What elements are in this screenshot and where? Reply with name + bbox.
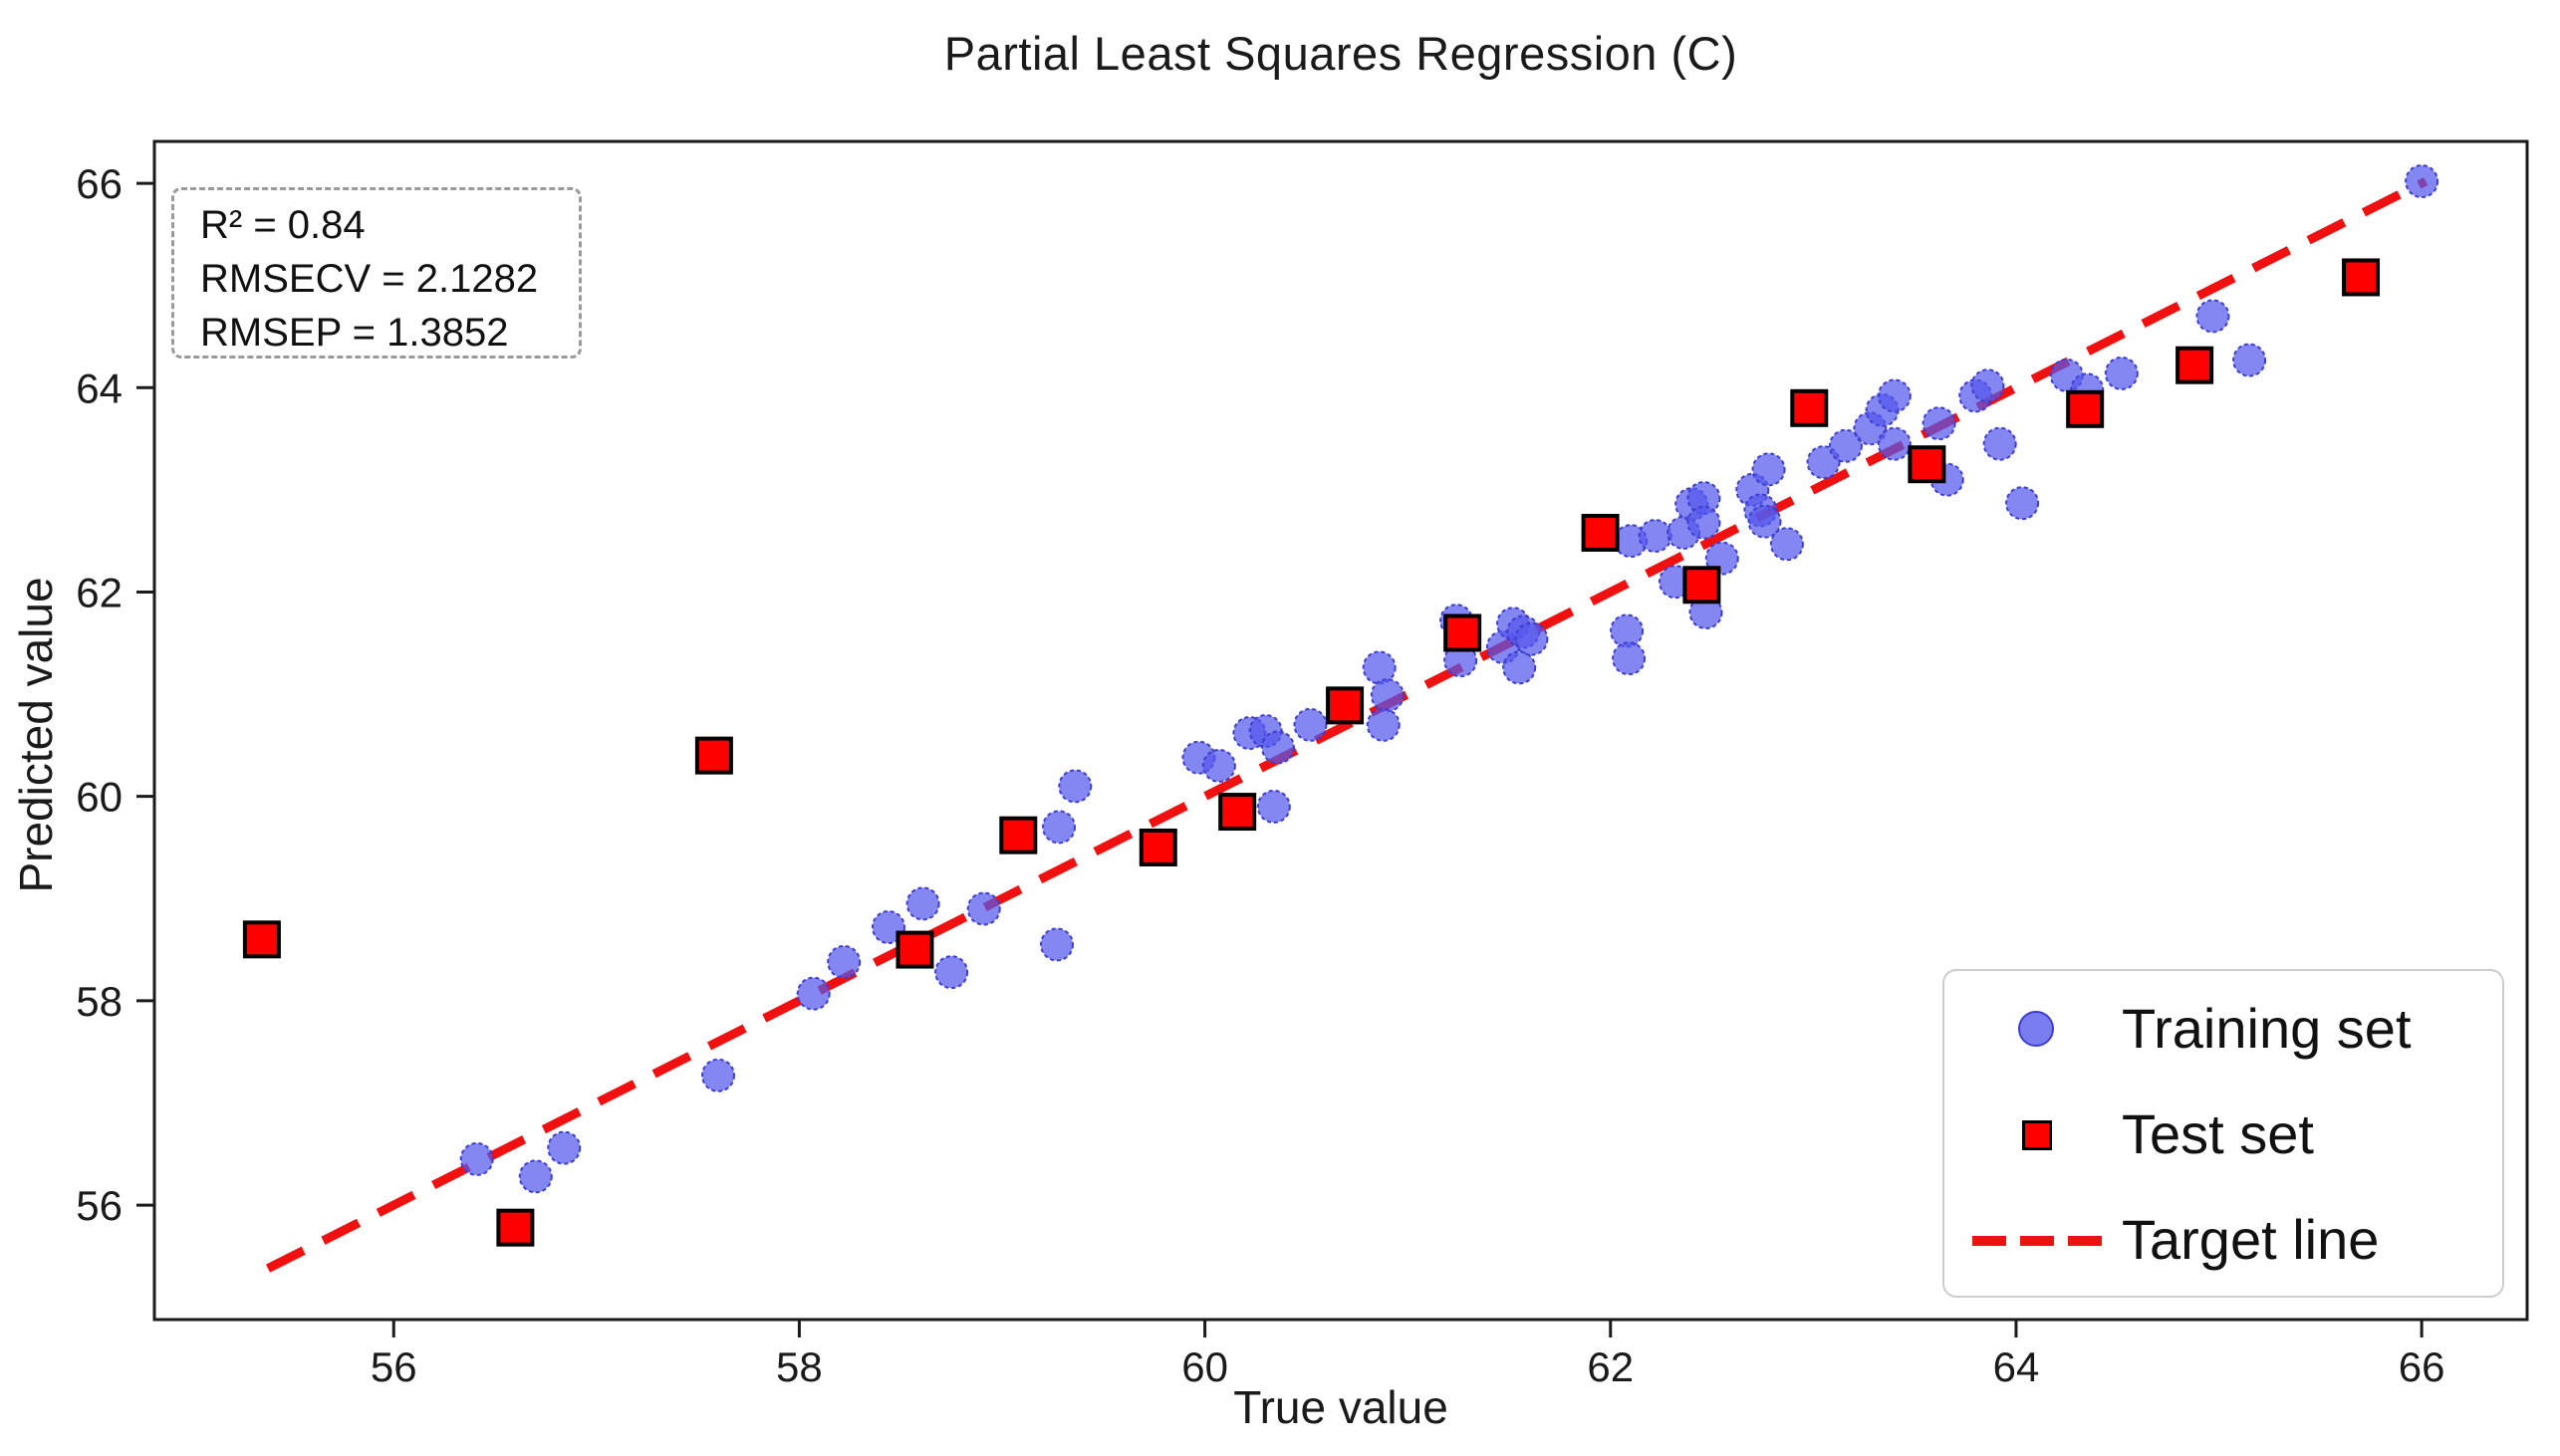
stat-r-squared: R² = 0.84 [200,203,366,247]
chart-title: Partial Least Squares Regression (C) [943,27,1738,80]
training-point [1638,519,1672,554]
training-point [1747,504,1782,539]
training-point [2005,486,2040,521]
stats-box: R² = 0.84 RMSECV = 2.1282 RMSEP = 1.3852 [171,187,582,359]
training-point [518,1159,553,1194]
training-point [2405,164,2439,199]
target-line-marker-icon [1962,1190,2112,1290]
test-point [1443,613,1482,652]
test-point [2066,389,2105,428]
test-point [1218,793,1257,832]
training-point [1806,445,1841,480]
training-point [1686,505,1721,540]
training-point [796,976,831,1011]
training-point [1502,650,1537,685]
test-point [1908,445,1946,484]
training-point [827,944,862,979]
training-point [905,886,940,921]
training-point [1201,748,1236,783]
legend: Training set Test set Target line [1942,969,2504,1298]
x-tick-label: 58 [776,1343,823,1390]
legend-entry-training-set: Training set [1944,979,2502,1079]
training-point [1828,428,1863,463]
test-point [2176,346,2214,384]
training-point [700,1058,735,1092]
test-point [896,930,934,969]
test-point [1139,828,1177,866]
y-axis-label: Predicted value [10,577,62,893]
stat-rmsep: RMSEP = 1.3852 [200,311,509,355]
training-point [1970,368,2005,403]
test-point [694,736,733,775]
training-point [547,1130,582,1165]
training-point [1260,730,1295,765]
test-point [242,920,281,959]
training-point [1982,426,2017,461]
x-tick-label: 62 [1587,1343,1634,1390]
training-point [1256,789,1291,824]
training-point [1877,378,1912,413]
blue-circle-icon [2018,1011,2054,1047]
y-tick-label: 62 [76,569,123,615]
training-point [459,1141,494,1176]
x-tick-label: 60 [1181,1343,1228,1390]
test-point [496,1208,535,1247]
legend-label: Target line [2122,1208,2380,1271]
x-tick-label: 64 [1993,1343,2040,1390]
training-point [1751,452,1786,487]
training-point [1058,769,1093,804]
test-point [2342,258,2381,297]
training-point [1370,678,1405,713]
training-point [1443,643,1478,678]
y-tick-label: 64 [76,364,123,411]
y-tick-label: 66 [76,160,123,207]
y-tick-label: 58 [76,978,123,1025]
training-point [2104,356,2139,390]
training-point [1769,527,1804,562]
test-point [1790,388,1829,427]
test-point [1581,513,1620,552]
legend-label: Training set [2122,997,2412,1060]
training-point [1877,426,1912,461]
training-point [2232,343,2267,377]
training-point [1921,406,1956,441]
training-point [2195,299,2230,334]
training-point [1612,641,1647,676]
y-tick-label: 60 [76,774,123,821]
training-point [966,891,1001,926]
training-point [1366,707,1401,742]
x-tick-label: 66 [2399,1343,2445,1390]
red-square-icon [2022,1120,2052,1150]
test-set-marker-icon [1962,1085,2112,1184]
training-point [1514,621,1549,656]
red-dashed-line-icon [1972,1236,2102,1246]
training-point [1042,810,1077,845]
training-point [1039,927,1074,962]
training-set-marker-icon [1962,979,2112,1079]
legend-entry-test-set: Test set [1944,1085,2502,1184]
y-tick-label: 56 [76,1182,123,1229]
stat-rmsecv: RMSECV = 2.1282 [200,257,539,301]
training-point [1688,595,1723,629]
x-axis-label: True value [1233,1381,1448,1433]
test-point [1682,566,1721,605]
axes-spines [152,139,2529,1322]
training-point [1293,707,1328,742]
training-point [934,955,969,990]
legend-label: Test set [2122,1102,2314,1165]
legend-entry-target-line: Target line [1944,1190,2502,1290]
x-tick-label: 56 [371,1343,417,1390]
test-point [999,816,1038,854]
test-point [1326,686,1365,725]
